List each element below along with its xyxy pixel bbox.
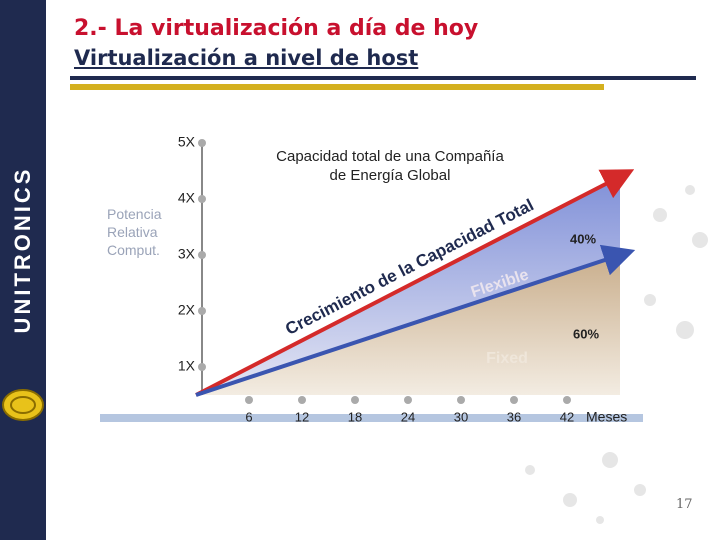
line-series — [195, 169, 635, 397]
x-tick-label: 6 — [245, 409, 252, 424]
rule — [70, 76, 696, 80]
x-tick — [298, 396, 306, 404]
x-tick-label: 36 — [507, 409, 521, 424]
logo — [2, 389, 44, 421]
slide-subtitle: Virtualización a nivel de host — [74, 46, 419, 70]
x-tick — [457, 396, 465, 404]
y-axis-label: Potencia Relativa Comput. — [107, 206, 162, 258]
x-tick-label: 24 — [401, 409, 415, 424]
x-tick-label: 18 — [348, 409, 362, 424]
x-tick — [404, 396, 412, 404]
y-tick-label: 5X — [178, 134, 196, 150]
x-axis-label: Meses — [586, 409, 627, 425]
x-axis — [100, 414, 643, 422]
y-tick-label: 4X — [178, 190, 196, 206]
x-tick-label: 30 — [454, 409, 468, 424]
y-tick — [198, 307, 206, 315]
y-tick-label: 3X — [178, 246, 196, 262]
x-tick — [510, 396, 518, 404]
x-tick — [351, 396, 359, 404]
page-number: 17 — [676, 497, 693, 512]
x-tick — [563, 396, 571, 404]
annotation: 40% — [570, 231, 596, 246]
y-tick — [198, 195, 206, 203]
sidebar: UNITRONICS — [0, 0, 46, 540]
annotation: 60% — [573, 326, 599, 341]
y-tick — [198, 251, 206, 259]
annotation: Capacidad total de una Compañía de Energí… — [276, 148, 504, 184]
annotation: Fixed — [486, 350, 528, 367]
y-tick — [198, 363, 206, 371]
y-tick — [198, 139, 206, 147]
y-tick-label: 1X — [178, 358, 196, 374]
slide-title: 2.- La virtualización a día de hoy — [74, 16, 479, 41]
rule — [70, 84, 604, 90]
x-tick-label: 42 — [560, 409, 574, 424]
y-tick-label: 2X — [178, 302, 196, 318]
x-tick — [245, 396, 253, 404]
decor-dots — [525, 185, 708, 524]
line-series — [195, 244, 636, 397]
x-tick-label: 12 — [295, 409, 309, 424]
